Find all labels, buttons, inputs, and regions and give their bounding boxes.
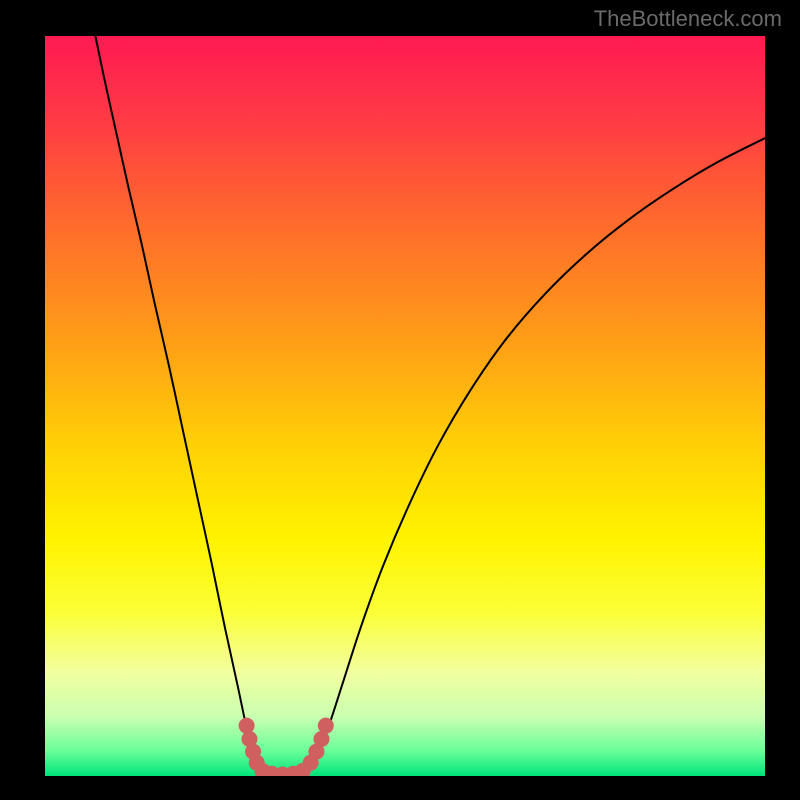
- highlight-marker: [318, 718, 334, 734]
- highlight-marker: [239, 718, 255, 734]
- curve-left: [95, 36, 261, 772]
- curve-layer: [45, 36, 765, 776]
- watermark-label: TheBottleneck.com: [594, 6, 782, 32]
- bottleneck-plot: [45, 36, 765, 776]
- curve-right: [308, 138, 765, 771]
